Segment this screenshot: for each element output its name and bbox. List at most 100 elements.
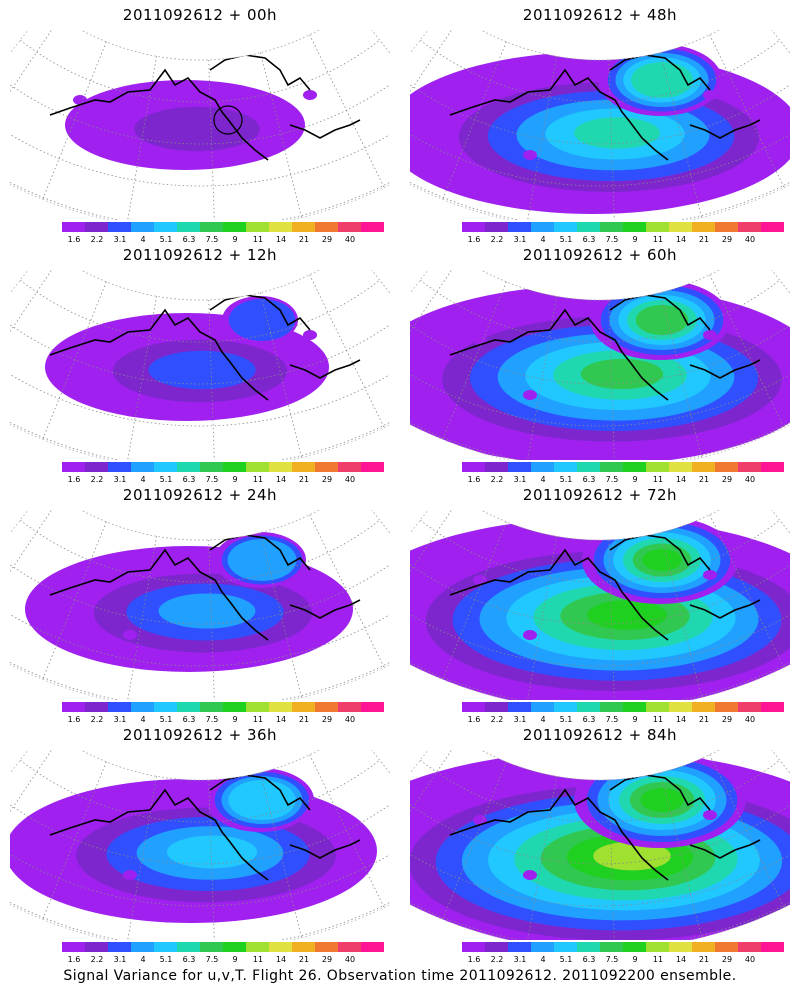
colorbar-label: 29: [721, 235, 733, 244]
colorbar-label: 5.1: [159, 235, 173, 244]
map-panel: 2011092612 + 72h 1.6 2.2 3.1 4 5.1 6.3 7.5 9 11 14…: [400, 480, 800, 724]
longitude-line: [526, 56, 557, 220]
colorbar-swatch: [131, 702, 154, 712]
colorbar-label: 9: [632, 475, 638, 484]
colorbar-label: 5.1: [559, 955, 573, 964]
colorbar-label: 21: [698, 235, 710, 244]
colorbar-swatch: [508, 702, 531, 712]
longitude-line: [442, 281, 507, 440]
map-panel: 2011092612 + 24h 1.6 2.2 3.1 4 5.1 6.3 7.5 9 11 14…: [0, 480, 400, 724]
colorbar-swatch: [131, 942, 154, 952]
colorbar-label: 4: [140, 715, 146, 724]
colorbar-label: 14: [275, 235, 287, 244]
colorbar-label: 11: [652, 475, 664, 484]
latitude-line: [10, 792, 390, 865]
colorbar-swatch: [600, 222, 623, 232]
colorbar-swatch: [200, 462, 223, 472]
longitude-line: [709, 274, 785, 428]
colorbar-swatch: [646, 942, 669, 952]
colorbar-label: 4: [540, 235, 546, 244]
colorbar-label: 29: [721, 715, 733, 724]
variance-contour: [166, 835, 258, 869]
colorbar-label: 3.1: [113, 235, 127, 244]
colorbar-label: 7.5: [605, 475, 619, 484]
colorbar-label: 21: [298, 955, 310, 964]
colorbar-swatch: [85, 702, 108, 712]
colorbar-label: 5.1: [159, 715, 173, 724]
colorbar: [462, 222, 784, 232]
colorbar-swatch: [246, 942, 269, 952]
colorbar-swatch: [462, 222, 485, 232]
colorbar-label: 2.2: [90, 955, 104, 964]
colorbar-label: 2.2: [90, 715, 104, 724]
latitude-line: [410, 825, 790, 907]
longitude-line: [42, 41, 107, 200]
variance-contour: [631, 62, 693, 98]
colorbar-label: 9: [232, 475, 238, 484]
variance-contour: [303, 330, 317, 340]
colorbar-swatch: [761, 942, 784, 952]
figure-caption: Signal Variance for u,v,T. Flight 26. Ob…: [63, 968, 737, 984]
colorbar-label: 3.1: [513, 475, 527, 484]
colorbar-label: 7.5: [205, 715, 219, 724]
variance-contour: [580, 358, 664, 390]
map-panel: 2011092612 + 48h 1.6 2.2 3.1 4 5.1 6.3 7.5 9 11 14…: [400, 0, 800, 244]
longitude-line: [442, 41, 507, 200]
colorbar-swatch: [600, 702, 623, 712]
colorbar-swatch: [200, 222, 223, 232]
variance-contour: [523, 870, 537, 880]
longitude-line: [526, 536, 557, 700]
panel-title: 2011092612 + 48h: [522, 6, 678, 24]
colorbar-label: 1.6: [67, 475, 81, 484]
colorbar-label: 2.2: [90, 475, 104, 484]
variance-contour: [123, 390, 137, 400]
colorbar-swatch: [600, 942, 623, 952]
longitude-line: [309, 34, 385, 188]
colorbar-label: 4: [540, 955, 546, 964]
colorbar-label: 6.3: [582, 715, 596, 724]
latitude-line: [410, 72, 790, 145]
longitude-line: [353, 510, 390, 622]
colorbar-swatch: [577, 222, 600, 232]
coastline: [449, 294, 761, 401]
latitude-line: [10, 105, 390, 187]
colorbar-label: 4: [540, 475, 546, 484]
longitude-line: [526, 296, 557, 460]
colorbar-swatch: [292, 942, 315, 952]
colorbar-swatch: [292, 222, 315, 232]
colorbar-swatch: [761, 462, 784, 472]
colorbar-swatch: [223, 942, 246, 952]
longitude-line: [660, 772, 702, 938]
longitude-line: [442, 761, 507, 920]
colorbar-swatch: [315, 702, 338, 712]
colorbar-label: 11: [252, 955, 264, 964]
variance-contour: [703, 810, 717, 820]
colorbar-label: 7.5: [605, 715, 619, 724]
panel-title: 2011092612 + 12h: [122, 246, 278, 264]
variance-map: [10, 510, 390, 700]
variance-contour: [640, 788, 684, 812]
colorbar-swatch: [269, 222, 292, 232]
colorbar-label: 11: [652, 715, 664, 724]
colorbar-swatch: [131, 222, 154, 232]
colorbar-swatch: [485, 702, 508, 712]
panel-title: 2011092612 + 72h: [522, 486, 678, 504]
coastline: [49, 54, 361, 161]
latitude-line: [410, 345, 790, 427]
colorbar-label: 14: [675, 715, 687, 724]
longitude-line: [410, 510, 461, 639]
latitude-line: [410, 379, 790, 460]
variance-map: [410, 30, 790, 220]
colorbar-label: 21: [698, 715, 710, 724]
colorbar-label: 7.5: [605, 955, 619, 964]
colorbar-swatch: [85, 942, 108, 952]
colorbar-swatch: [646, 702, 669, 712]
colorbar-swatch: [531, 462, 554, 472]
colorbar-swatch: [715, 702, 738, 712]
longitude-line: [10, 30, 61, 159]
colorbar-swatch: [738, 702, 761, 712]
latitude-line: [410, 859, 790, 940]
colorbar-label: 4: [140, 955, 146, 964]
latitude-line: [410, 139, 790, 220]
colorbar: [62, 462, 384, 472]
